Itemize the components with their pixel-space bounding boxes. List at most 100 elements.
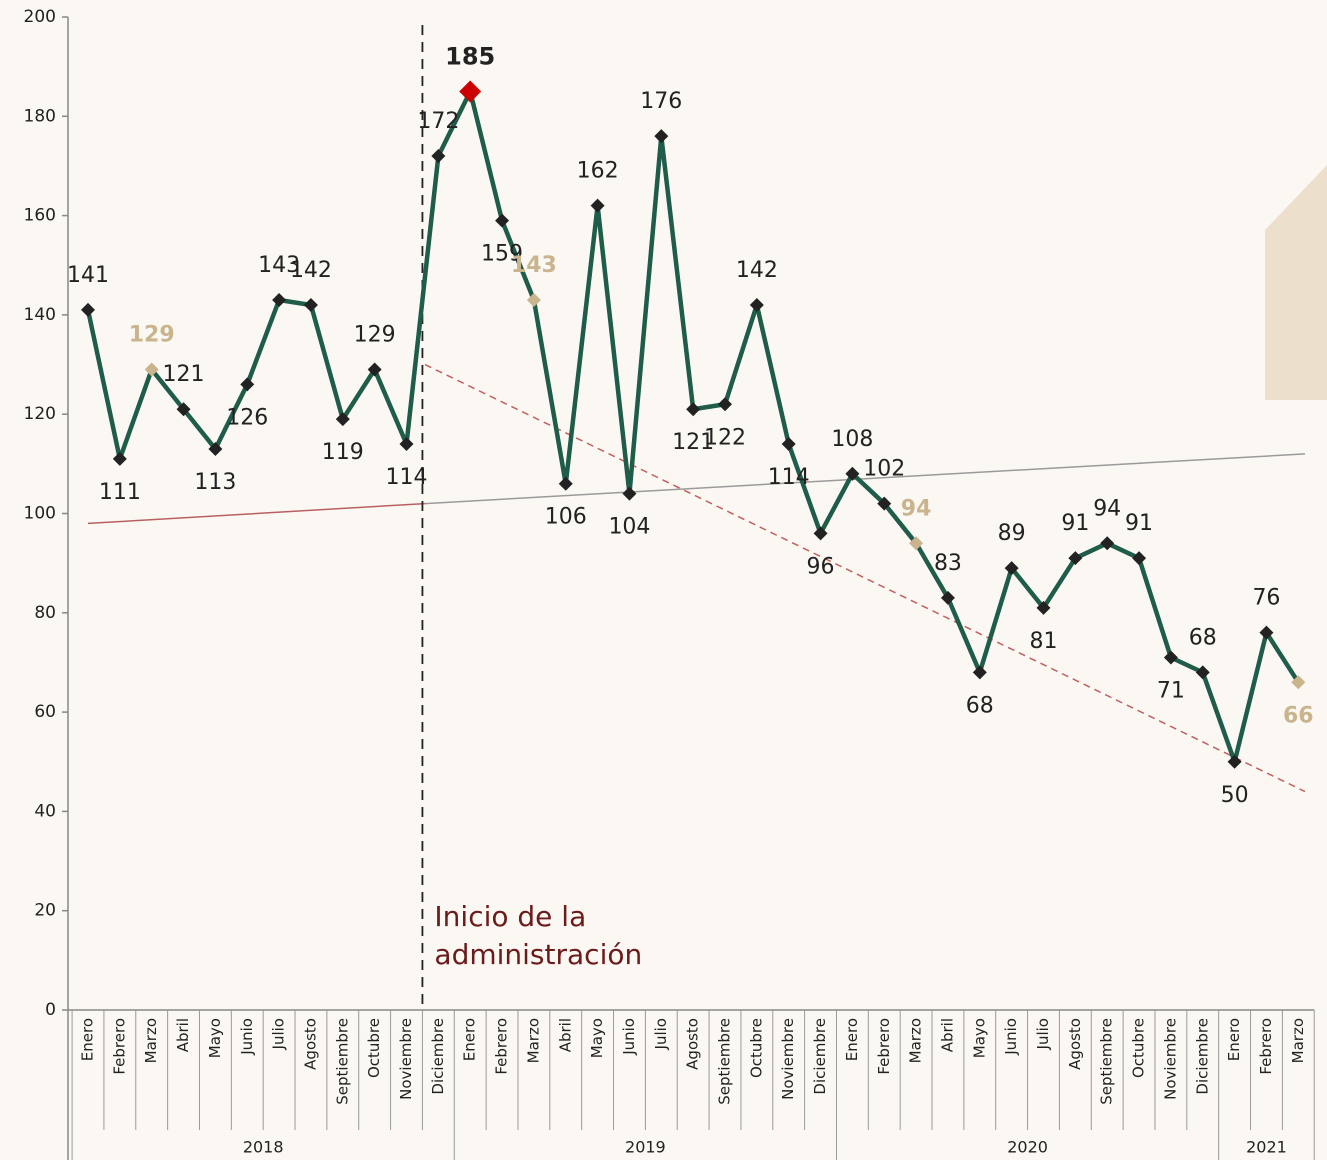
x-tick-label: Noviembre: [1161, 1018, 1179, 1100]
decoration: [1265, 165, 1327, 400]
y-tick-label: 60: [34, 702, 56, 722]
marker: [749, 297, 764, 312]
data-label: 91: [1061, 511, 1089, 536]
x-tick-label: Febrero: [110, 1018, 128, 1075]
marker: [335, 412, 350, 427]
marker: [1195, 665, 1210, 680]
x-tick-label: Octubre: [365, 1018, 383, 1078]
x-tick-label: Julio: [270, 1018, 288, 1050]
x-tick-label: Mayo: [588, 1018, 606, 1058]
x-tick-label: Noviembre: [779, 1018, 797, 1100]
marker: [303, 297, 318, 312]
x-tick-label: Marzo: [524, 1018, 542, 1063]
data-label: 94: [1093, 496, 1121, 521]
y-tick-label: 140: [24, 305, 56, 325]
marker: [399, 436, 414, 451]
y-tick-label: 160: [24, 206, 56, 226]
data-label: 141: [67, 263, 109, 288]
reference-line: [424, 453, 1306, 505]
marker: [240, 377, 255, 392]
data-label: 143: [258, 253, 300, 278]
marker: [81, 302, 95, 317]
x-tick-label: Agosto: [301, 1018, 319, 1070]
data-label: 142: [736, 258, 778, 283]
marker: [208, 441, 223, 456]
y-tick-label: 120: [24, 404, 56, 424]
data-label: 114: [386, 465, 428, 490]
marker: [1291, 675, 1306, 690]
marker: [1004, 561, 1019, 576]
marker: [1227, 754, 1242, 769]
x-tick-label: Noviembre: [397, 1018, 415, 1100]
data-label: 106: [545, 505, 587, 530]
marker: [112, 451, 127, 466]
data-label: 172: [417, 109, 459, 134]
year-label: 2018: [243, 1138, 284, 1157]
x-tick-label: Enero: [843, 1018, 861, 1061]
year-label: 2019: [625, 1138, 666, 1157]
data-label: 121: [163, 362, 205, 387]
data-label: 108: [831, 427, 873, 452]
marker: [909, 536, 924, 551]
marker: [272, 293, 287, 308]
marker: [558, 476, 573, 491]
marker: [781, 436, 796, 451]
x-tick-label: Diciembre: [429, 1018, 447, 1095]
y-tick-label: 40: [34, 801, 56, 821]
y-tick-label: 180: [24, 106, 56, 126]
x-tick-label: Junio: [1002, 1018, 1020, 1056]
data-label: 111: [99, 480, 141, 505]
marker: [940, 590, 955, 605]
marker: [1100, 536, 1115, 551]
y-tick-label: 80: [34, 603, 56, 623]
x-tick-label: Mayo: [970, 1018, 988, 1058]
data-label: 114: [768, 465, 810, 490]
data-label: 162: [577, 159, 619, 184]
x-tick-label: Abril: [938, 1018, 956, 1052]
marker: [1036, 600, 1051, 615]
data-label: 102: [863, 457, 905, 482]
data-label: 119: [322, 440, 364, 465]
marker: [686, 402, 701, 417]
y-tick-label: 0: [45, 1000, 56, 1020]
x-tick-label: Febrero: [1257, 1018, 1275, 1075]
x-tick-label: Agosto: [1066, 1018, 1084, 1070]
x-tick-label: Diciembre: [1193, 1018, 1211, 1095]
marker: [718, 397, 732, 412]
marker: [622, 486, 637, 501]
data-label: 66: [1283, 703, 1314, 728]
data-label: 122: [704, 425, 746, 450]
x-tick-label: Octubre: [747, 1018, 765, 1078]
y-tick-label: 100: [24, 504, 56, 524]
data-label: 50: [1221, 783, 1249, 808]
x-tick-label: Marzo: [142, 1018, 160, 1063]
data-label: 142: [290, 258, 332, 283]
marker: [1068, 551, 1083, 566]
data-label: 129: [354, 323, 396, 348]
x-tick-label: Marzo: [1289, 1018, 1307, 1063]
data-label: 83: [934, 551, 962, 576]
annotation: administración: [434, 938, 642, 971]
marker: [654, 129, 669, 144]
x-tick-label: Diciembre: [811, 1018, 829, 1095]
data-label: 68: [966, 693, 994, 718]
y-tick-label: 20: [34, 901, 56, 921]
marker: [144, 362, 159, 377]
x-tick-label: Febrero: [493, 1018, 511, 1075]
y-tick-label: 200: [24, 7, 56, 27]
x-tick-label: Agosto: [684, 1018, 702, 1070]
data-label: 121: [672, 430, 714, 455]
marker: [590, 198, 605, 213]
data-label: 185: [445, 42, 495, 70]
data-label: 104: [608, 515, 650, 540]
x-tick-label: Mayo: [206, 1018, 224, 1058]
data-label: 89: [998, 521, 1026, 546]
data-label: 129: [129, 323, 175, 348]
x-tick-label: Enero: [461, 1018, 479, 1061]
data-label: 113: [194, 470, 236, 495]
x-tick-label: Abril: [174, 1018, 192, 1052]
data-label: 91: [1125, 511, 1153, 536]
x-tick-label: Julio: [652, 1018, 670, 1050]
